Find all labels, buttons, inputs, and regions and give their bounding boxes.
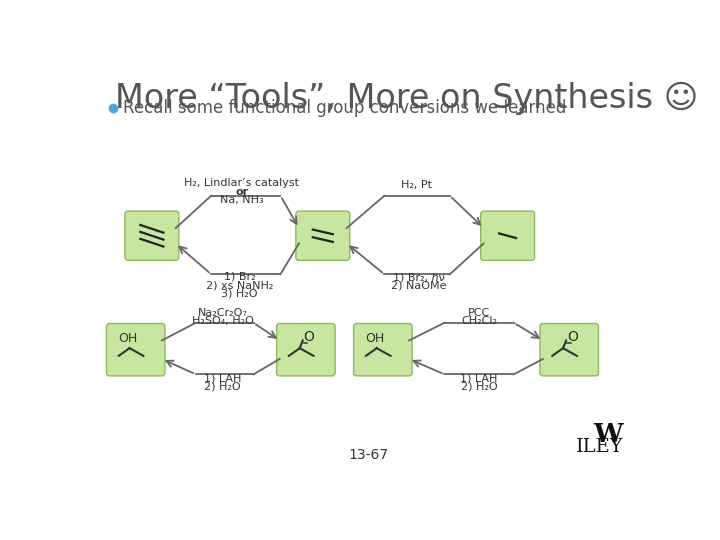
Text: 2) xs NaNH₂: 2) xs NaNH₂	[206, 280, 274, 290]
FancyBboxPatch shape	[540, 323, 598, 376]
Text: ILEY: ILEY	[575, 438, 623, 456]
Text: W: W	[593, 422, 623, 447]
FancyBboxPatch shape	[354, 323, 412, 376]
FancyBboxPatch shape	[107, 323, 165, 376]
Text: or: or	[235, 187, 248, 197]
Text: OH: OH	[366, 332, 384, 345]
Text: 1) Br₂, ℎν: 1) Br₂, ℎν	[393, 272, 445, 282]
Text: 1) LAH: 1) LAH	[460, 373, 498, 383]
Text: 3) H₂O: 3) H₂O	[221, 288, 258, 299]
Text: H₂, Lindlar’s catalyst: H₂, Lindlar’s catalyst	[184, 178, 300, 188]
Text: 2) H₂O: 2) H₂O	[204, 382, 241, 392]
FancyBboxPatch shape	[276, 323, 335, 376]
Text: O: O	[567, 330, 577, 345]
Text: 1) LAH: 1) LAH	[204, 373, 241, 383]
Text: CH₂Cl₂: CH₂Cl₂	[461, 316, 497, 326]
Text: OH: OH	[118, 332, 138, 345]
Text: 13-67: 13-67	[349, 448, 389, 462]
Text: H₂, Pt: H₂, Pt	[401, 180, 432, 190]
Text: 2) NaOMe: 2) NaOMe	[391, 281, 447, 291]
Text: Na, NH₃: Na, NH₃	[220, 195, 264, 205]
FancyBboxPatch shape	[481, 211, 534, 260]
Text: PCC: PCC	[468, 308, 490, 318]
Text: 2) H₂O: 2) H₂O	[461, 382, 498, 392]
FancyBboxPatch shape	[296, 211, 350, 260]
Text: H₂SO₄, H₂O: H₂SO₄, H₂O	[192, 316, 253, 326]
Text: Recall some functional group conversions we learned: Recall some functional group conversions…	[122, 99, 566, 117]
Text: More “Tools”, More on Synthesis ☺: More “Tools”, More on Synthesis ☺	[115, 82, 698, 115]
FancyBboxPatch shape	[125, 211, 179, 260]
Text: 1) Br₂: 1) Br₂	[224, 272, 256, 282]
Text: O: O	[304, 330, 315, 345]
Text: Na₂Cr₂O₇: Na₂Cr₂O₇	[198, 308, 248, 318]
